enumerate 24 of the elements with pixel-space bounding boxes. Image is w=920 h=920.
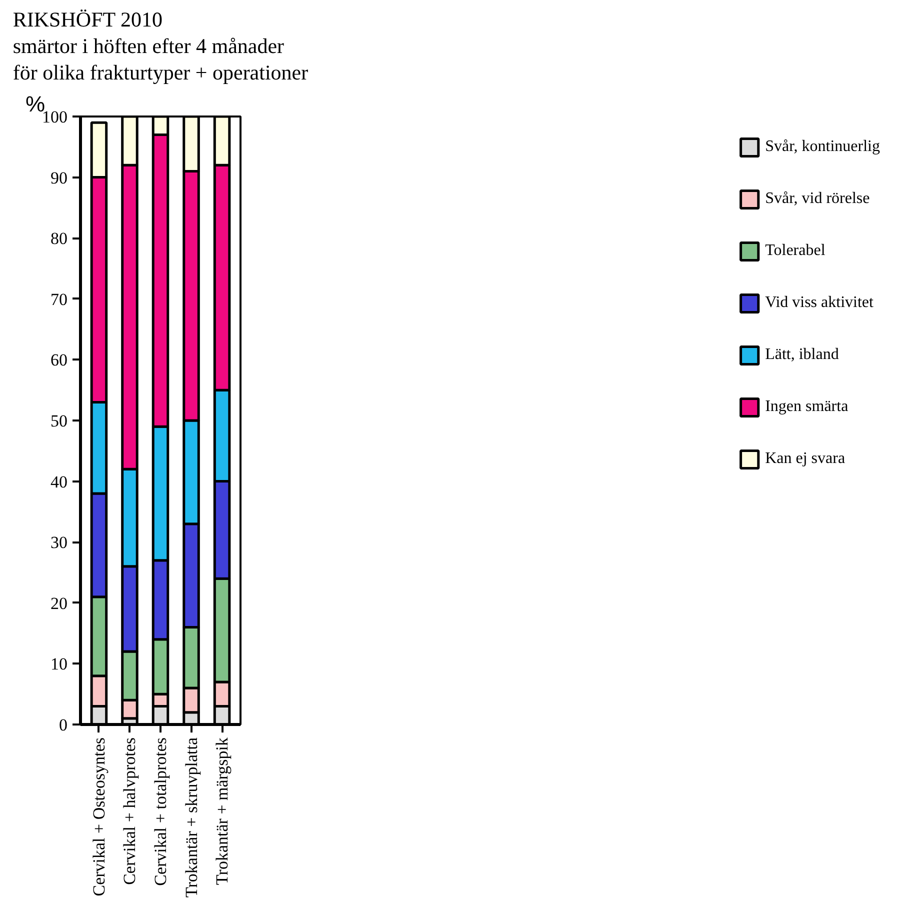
legend-label: Svår, kontinuerlig: [765, 138, 880, 156]
y-axis-title: %: [26, 92, 46, 116]
y-tick-label: 40: [50, 472, 68, 492]
y-tick-label: 20: [50, 594, 68, 613]
y-tick-label: 30: [50, 533, 68, 552]
x-tick-label: Trokantär + märgspik: [212, 737, 232, 885]
y-tick-label: 90: [50, 168, 68, 188]
legend-label: Svår, vid rörelse: [765, 190, 870, 208]
chart-title: RIKSHÖFT 2010 smärtor i höften efter 4 månader för olika frakturtyper + operationer: [12, 8, 308, 84]
legend-label: Lätt, ibland: [765, 346, 839, 364]
legend-label: Vid viss aktivitet: [765, 294, 874, 312]
x-tick-label: Cervikal + totalprotes: [151, 737, 170, 886]
legend-label: Ingen smärta: [765, 398, 848, 416]
y-tick-label: 0: [59, 716, 68, 734]
y-tick-label: 50: [50, 412, 68, 430]
legend-label: Kan ej svara: [765, 450, 846, 468]
x-tick-label: Cervikal + halvprotes: [120, 737, 140, 885]
y-tick-label: 70: [50, 290, 68, 309]
y-tick-label: 60: [50, 350, 68, 370]
x-tick-label: Cervikal + Osteosyntes: [89, 737, 108, 896]
legend-label: Tolerabel: [765, 242, 826, 260]
x-tick-label: Trokantär + skruvplatta: [182, 737, 201, 898]
y-tick-label: 80: [50, 229, 68, 248]
y-tick-label: 10: [50, 654, 68, 674]
